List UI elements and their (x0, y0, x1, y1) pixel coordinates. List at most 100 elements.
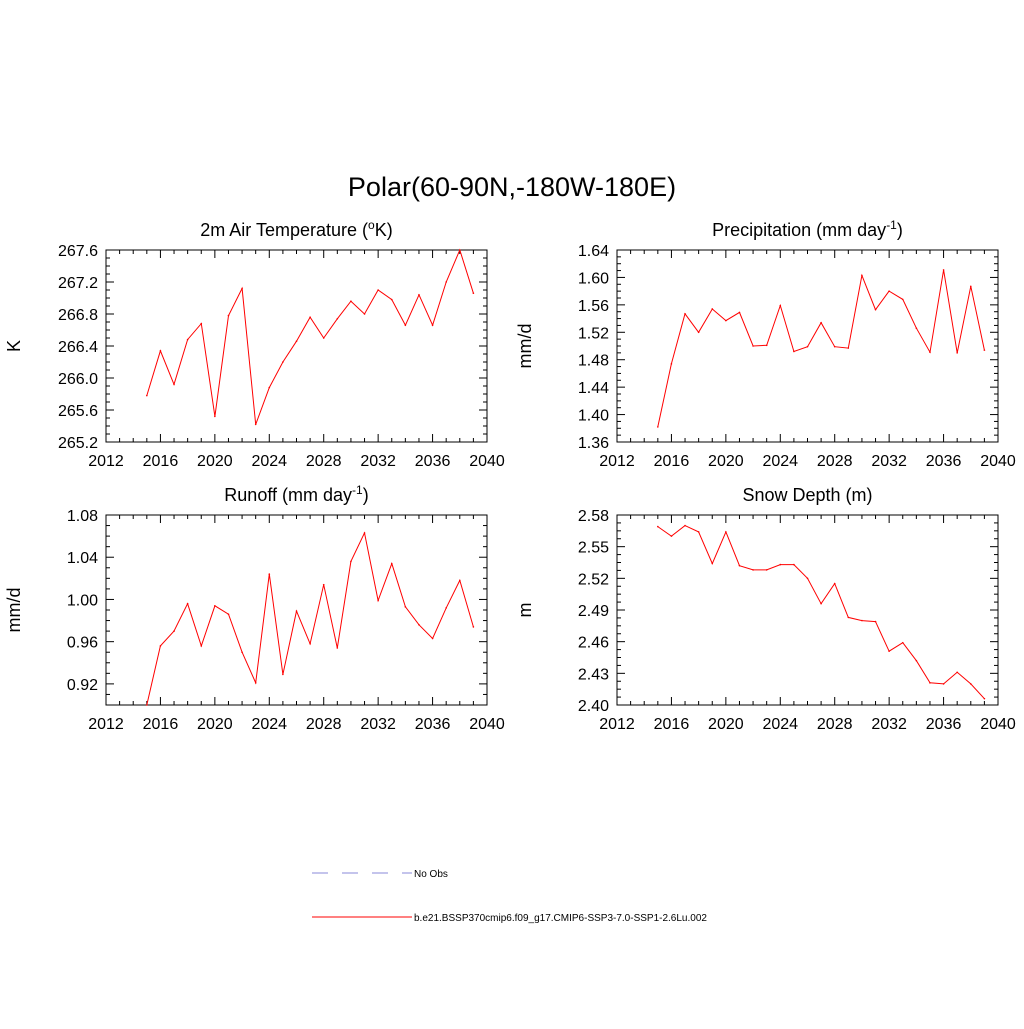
y-tick-label-precipitation: 1.40 (578, 408, 609, 425)
panel-title-precipitation: Precipitation (mm day-1) (712, 218, 903, 240)
data-point-runoff (282, 673, 284, 676)
series-line-snow-depth (657, 525, 985, 700)
data-point-precipitation (670, 363, 673, 365)
y-tick-label-snow-depth: 2.49 (578, 603, 609, 620)
data-point-snow-depth (670, 535, 673, 537)
x-tick-label-precipitation: 2016 (654, 453, 690, 470)
data-point-precipitation (684, 312, 686, 315)
data-point-snow-depth (752, 569, 754, 571)
data-point-runoff (309, 642, 311, 645)
data-point-snow-depth (765, 569, 768, 571)
x-tick-label-temperature: 2016 (143, 453, 179, 470)
y-tick-label-temperature: 266.8 (58, 307, 98, 324)
panel-title-end-temperature: K) (375, 220, 393, 240)
data-point-temperature (295, 340, 298, 343)
panels: 2m Air Temperature (oK) K 2012 2016 2020 2024… (4, 218, 1016, 733)
panel-snow-depth: Snow Depth (m) m 2012 2016 2020 2024 2028 2032 2… (515, 485, 1016, 733)
data-point-precipitation (956, 352, 958, 354)
data-point-precipitation (793, 350, 795, 353)
panel-precipitation: Precipitation (mm day-1) mm/d 2012 2016 2020… (515, 218, 1016, 470)
x-tick-label-precipitation: 2012 (599, 453, 635, 470)
data-point-snow-depth (725, 531, 727, 533)
data-point-precipitation (725, 319, 727, 322)
x-tick-label-runoff: 2028 (306, 716, 342, 733)
figure-title: Polar(60-90N,-180W-180E) (348, 172, 676, 202)
data-point-snow-depth (929, 682, 931, 684)
data-point-temperature (173, 383, 175, 386)
panel-title-main-precipitation: Precipitation (mm day (712, 220, 886, 240)
panel-title-sup-runoff: -1 (352, 483, 363, 497)
data-point-temperature (146, 394, 148, 397)
data-point-snow-depth (833, 582, 836, 585)
data-point-temperature (241, 287, 243, 290)
data-point-precipitation (901, 298, 904, 301)
data-point-snow-depth (711, 562, 714, 565)
y-tick-label-snow-depth: 2.52 (578, 571, 609, 588)
data-point-runoff (336, 647, 339, 649)
data-point-snow-depth (820, 602, 822, 605)
y-tick-label-precipitation: 1.64 (578, 243, 609, 260)
x-tick-label-temperature: 2024 (251, 453, 287, 470)
y-tick-label-snow-depth: 2.55 (578, 540, 609, 557)
data-point-precipitation (833, 345, 836, 348)
data-point-temperature (472, 292, 475, 295)
data-point-runoff (472, 626, 475, 628)
data-point-runoff (268, 573, 271, 575)
data-point-temperature (282, 361, 284, 363)
x-tick-label-snow-depth: 2032 (871, 716, 907, 733)
x-tick-label-precipitation: 2024 (762, 453, 798, 470)
data-point-runoff (214, 604, 216, 607)
x-tick-label-runoff: 2032 (360, 716, 396, 733)
y-tick-label-precipitation: 1.56 (578, 298, 609, 315)
data-point-snow-depth (806, 577, 809, 580)
y-tick-label-precipitation: 1.48 (578, 353, 609, 370)
data-point-snow-depth (861, 619, 863, 622)
data-point-precipitation (820, 321, 822, 324)
x-tick-label-temperature: 2020 (197, 453, 233, 470)
data-point-snow-depth (697, 531, 700, 533)
data-point-precipitation (847, 347, 850, 349)
panel-title-end-runoff: ) (363, 485, 369, 505)
data-point-temperature (322, 337, 325, 339)
data-point-snow-depth (969, 683, 972, 685)
panel-title-snow-depth: Snow Depth (m) (742, 485, 872, 505)
data-point-runoff (146, 704, 148, 706)
panel-temperature: 2m Air Temperature (oK) K 2012 2016 2020 2024… (4, 218, 505, 470)
data-point-precipitation (697, 331, 700, 334)
x-tick-label-temperature: 2040 (469, 453, 505, 470)
data-point-precipitation (711, 308, 714, 310)
x-tick-label-snow-depth: 2020 (708, 716, 744, 733)
data-point-runoff (418, 623, 420, 626)
y-tick-label-temperature: 266.4 (58, 339, 98, 356)
data-point-precipitation (738, 311, 741, 314)
x-tick-label-runoff: 2020 (197, 716, 233, 733)
plot-frame-temperature (105, 249, 488, 443)
plot-frame-snow-depth (616, 514, 999, 706)
data-point-temperature (445, 281, 447, 283)
data-point-runoff (404, 606, 407, 608)
x-tick-label-precipitation: 2020 (708, 453, 744, 470)
data-point-snow-depth (915, 659, 918, 662)
data-point-temperature (404, 324, 407, 327)
panel-title-sup-precipitation: -1 (886, 218, 897, 232)
data-point-runoff (322, 583, 325, 586)
data-point-snow-depth (983, 697, 986, 700)
y-tick-label-temperature: 265.2 (58, 435, 98, 452)
y-tick-label-precipitation: 1.60 (578, 270, 609, 287)
data-point-temperature (214, 415, 216, 418)
y-tick-label-runoff: 1.00 (67, 592, 98, 609)
data-point-temperature (390, 298, 393, 301)
data-point-snow-depth (793, 563, 795, 566)
data-point-temperature (418, 294, 420, 296)
data-point-precipitation (806, 345, 809, 348)
x-tick-label-runoff: 2040 (469, 716, 505, 733)
panel-title-main-snow-depth: Snow Depth (m) (742, 485, 872, 505)
data-point-temperature (159, 350, 162, 352)
data-point-runoff (186, 602, 189, 605)
y-tick-label-precipitation: 1.36 (578, 435, 609, 452)
panel-title-main-runoff: Runoff (mm day (224, 485, 352, 505)
data-point-runoff (431, 637, 434, 640)
y-tick-label-runoff: 0.92 (67, 677, 98, 694)
data-point-temperature (268, 386, 271, 389)
